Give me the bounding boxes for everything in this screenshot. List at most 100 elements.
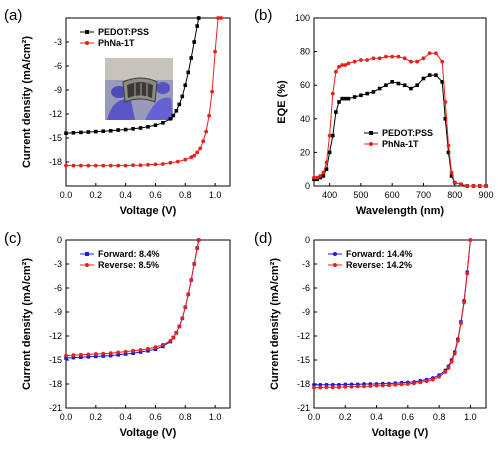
data-point [201, 139, 206, 144]
data-point [315, 175, 320, 180]
y-tick-label: 20 [300, 147, 310, 157]
data-point [79, 130, 83, 135]
data-point [116, 353, 120, 357]
legend-marker [85, 252, 89, 256]
y-tick-label: 80 [300, 47, 310, 57]
data-point [402, 83, 407, 87]
data-point [330, 133, 335, 138]
data-point [374, 383, 379, 388]
data-point [330, 385, 335, 390]
data-point [116, 350, 121, 355]
legend-label: Reverse: 8.5% [98, 260, 159, 270]
data-point [393, 382, 398, 387]
data-point [365, 91, 369, 96]
x-axis-label: Voltage (V) [120, 427, 177, 439]
plot-frame [65, 17, 231, 187]
data-point [440, 59, 445, 64]
y-tick-label: -6 [302, 283, 310, 293]
y-axis-label: EQE (%) [276, 80, 288, 124]
data-point [434, 73, 438, 77]
panel-1: (a) 0.0 0.2 0.4 0.6 0.8 1.0 -3 -6 -9 -12 -15 -18 Volt… [4, 7, 231, 217]
data-point [146, 349, 150, 353]
data-point [195, 246, 200, 250]
data-point [186, 292, 191, 297]
data-point [446, 366, 451, 370]
data-point [204, 129, 209, 134]
panel-label: (a) [4, 7, 22, 24]
data-point [101, 354, 106, 358]
data-point [86, 130, 91, 134]
data-point [318, 385, 323, 390]
data-point [337, 385, 341, 390]
data-point [449, 174, 454, 178]
data-point [343, 63, 348, 67]
data-point [213, 49, 217, 54]
x-tick-label: 0.8 [179, 412, 192, 422]
data-point [359, 58, 363, 62]
legend-marker [333, 263, 337, 267]
data-point [390, 54, 395, 59]
data-point [94, 129, 98, 134]
data-point [168, 338, 173, 343]
data-point [175, 159, 180, 164]
data-point [427, 73, 432, 77]
data-point [434, 51, 438, 56]
data-point [192, 262, 197, 266]
data-point [409, 59, 413, 64]
data-point [183, 305, 188, 310]
y-tick-label: 60 [300, 80, 310, 90]
x-tick-label: 0.4 [370, 412, 383, 422]
data-point [443, 117, 448, 121]
legend: Forward: 14.4%Reverse: 14.2% [328, 249, 413, 270]
data-point [415, 59, 420, 64]
data-point [468, 238, 473, 242]
data-point [64, 353, 68, 358]
data-point [465, 271, 470, 276]
plot-frame [65, 239, 231, 409]
data-point [334, 110, 338, 114]
legend-marker [369, 142, 373, 146]
data-point [64, 131, 68, 135]
legend-marker [369, 131, 373, 135]
data-point [340, 63, 345, 67]
data-point [384, 83, 388, 87]
data-point [196, 238, 201, 242]
data-point [71, 353, 76, 358]
data-point [71, 355, 76, 360]
data-point [108, 351, 113, 356]
data-point [318, 382, 323, 387]
data-point [462, 300, 467, 305]
data-point [312, 385, 316, 390]
data-point [440, 80, 445, 84]
data-point [402, 56, 407, 61]
x-tick-label: 0.6 [149, 190, 162, 200]
data-point [327, 150, 332, 155]
data-point [384, 54, 388, 59]
data-point [446, 150, 451, 155]
data-point [189, 155, 194, 160]
data-point [443, 100, 448, 104]
data-point [352, 59, 357, 64]
panel-label: (b) [254, 7, 272, 24]
data-point [71, 163, 76, 168]
data-point [352, 95, 357, 99]
data-point [153, 345, 158, 350]
data-point [177, 324, 182, 329]
data-point [195, 150, 200, 155]
y-tick-label: 0 [57, 235, 62, 245]
x-tick-label: 0.0 [308, 412, 321, 422]
data-point [359, 93, 363, 98]
data-point [189, 278, 194, 282]
data-point [318, 174, 323, 178]
data-point [131, 163, 135, 168]
x-tick-label: 1.0 [464, 412, 477, 422]
data-point [198, 146, 203, 151]
data-point [362, 384, 366, 389]
y-tick-label: 0 [305, 181, 310, 191]
y-tick-label: -18 [49, 379, 62, 389]
data-point [210, 89, 215, 94]
data-point [153, 162, 158, 167]
y-tick-label: -21 [49, 403, 62, 413]
data-point [371, 90, 376, 94]
